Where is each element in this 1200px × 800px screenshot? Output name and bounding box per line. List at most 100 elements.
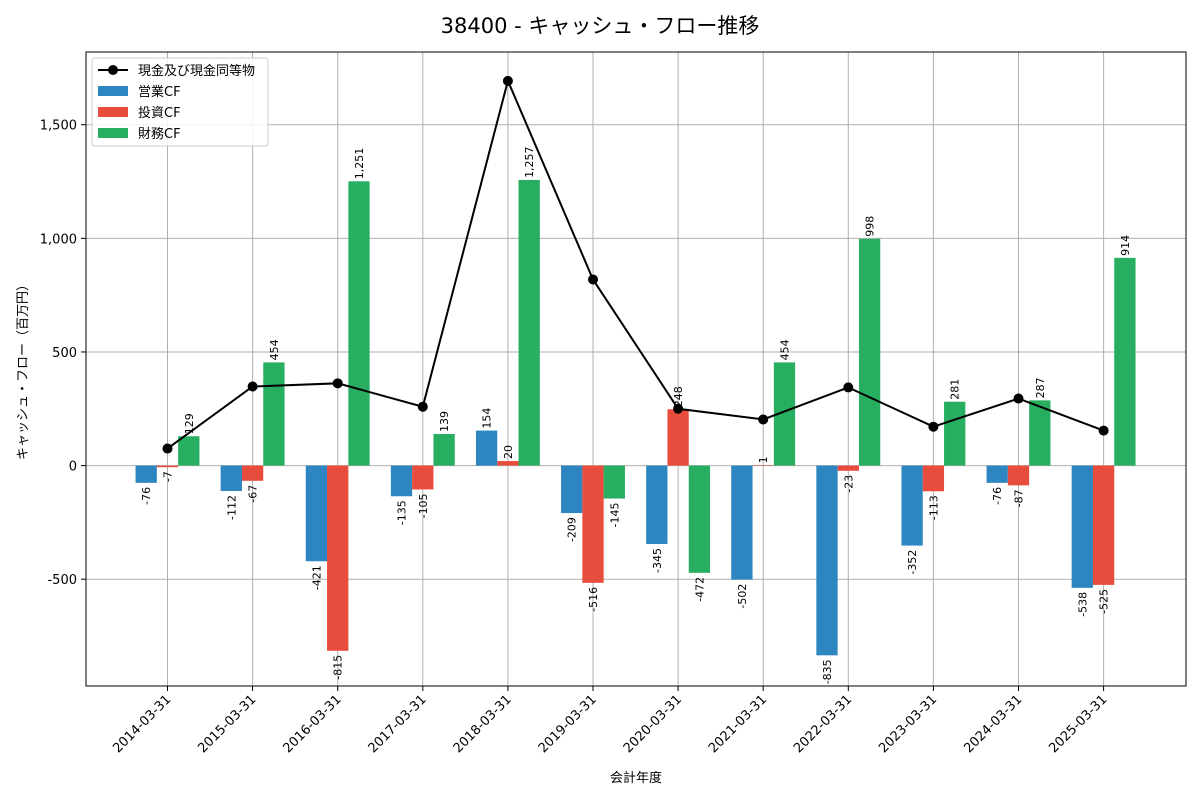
cash-line-point	[588, 274, 598, 285]
x-tick-label: 2025-03-31	[1046, 692, 1110, 756]
data-label: -209	[566, 517, 579, 542]
data-label: -525	[1098, 589, 1111, 614]
bars	[135, 179, 1136, 656]
bar-財務CF	[773, 362, 796, 466]
bar-財務CF	[1029, 400, 1051, 466]
chart-title: 38400 - キャッシュ・フロー推移	[441, 14, 760, 38]
data-label: 998	[864, 216, 877, 237]
x-tick-label: 2017-03-31	[366, 692, 430, 756]
x-axis: 2014-03-31 2015-03-31 2016-03-31 2017-03-31…	[110, 686, 1110, 756]
y-tick-label: 0	[69, 460, 77, 475]
data-label: -538	[1076, 592, 1089, 617]
legend-swatch	[98, 107, 128, 117]
bar-財務CF	[688, 465, 711, 573]
bar-財務CF	[178, 436, 200, 466]
bar-財務CF	[944, 401, 966, 466]
cash-line-point	[758, 414, 769, 425]
x-tick-label: 2020-03-31	[621, 692, 685, 756]
cash-line-point	[1013, 393, 1024, 404]
bar-営業CF	[475, 430, 498, 466]
data-label: -145	[608, 503, 621, 528]
data-label: -76	[991, 487, 1004, 505]
bar-営業CF	[220, 465, 242, 492]
data-label: -815	[332, 655, 345, 680]
data-label: 454	[268, 339, 281, 360]
data-label: -113	[927, 495, 940, 520]
data-label: -516	[587, 587, 600, 612]
cash-line-point	[502, 75, 513, 86]
data-label: -105	[417, 493, 430, 518]
x-tick-label: 2022-03-31	[791, 692, 855, 756]
cash-line-point	[843, 382, 854, 393]
data-label: -76	[140, 487, 153, 505]
bar-投資CF	[837, 465, 859, 471]
y-tick-label: 1,500	[40, 119, 77, 134]
data-label: 1,251	[353, 148, 366, 180]
bar-財務CF	[858, 238, 881, 466]
x-tick-label: 2018-03-31	[451, 692, 515, 756]
data-label: -7	[162, 471, 175, 482]
bar-投資CF	[667, 409, 689, 466]
bar-営業CF	[816, 465, 838, 656]
data-label: -502	[736, 584, 749, 609]
bar-財務CF	[603, 465, 625, 499]
legend-label: 財務CF	[138, 127, 181, 142]
bar-営業CF	[390, 465, 413, 497]
bar-投資CF	[412, 465, 434, 490]
data-label: 129	[183, 413, 196, 434]
bar-営業CF	[1071, 465, 1093, 588]
bar-財務CF	[1114, 257, 1136, 466]
data-label: 281	[949, 379, 962, 400]
x-tick-label: 2014-03-31	[110, 692, 174, 756]
bar-財務CF	[433, 433, 455, 466]
cash-line	[162, 75, 1109, 454]
data-label: 20	[502, 445, 515, 459]
cash-line-path	[166, 77, 1104, 450]
x-tick-label: 2019-03-31	[536, 692, 600, 756]
plot-frame	[85, 51, 1187, 687]
y-tick-label: 1,000	[40, 232, 77, 247]
x-tick-label: 2024-03-31	[961, 692, 1025, 756]
bar-投資CF	[241, 465, 264, 481]
bar-営業CF	[986, 465, 1008, 483]
grid	[86, 52, 1186, 686]
legend-swatch	[98, 86, 128, 96]
bar-営業CF	[305, 465, 328, 562]
data-label: -421	[310, 565, 323, 590]
x-axis-label: 会計年度	[610, 770, 662, 786]
cash-line-point	[417, 401, 428, 412]
data-label: 248	[672, 386, 685, 407]
bar-投資CF	[497, 461, 519, 466]
bar-営業CF	[135, 465, 157, 483]
x-tick-label: 2021-03-31	[706, 692, 770, 756]
bar-投資CF	[1007, 465, 1030, 486]
cash-line-point	[673, 403, 684, 414]
x-tick-label: 2015-03-31	[195, 692, 259, 756]
legend-label: 現金及び現金同等物	[138, 63, 255, 79]
bar-営業CF	[561, 465, 583, 514]
bar-投資CF	[582, 465, 604, 583]
legend-label: 投資CF	[138, 105, 181, 121]
bar-財務CF	[518, 179, 540, 466]
data-label: -67	[247, 485, 260, 503]
cash-line-point	[928, 421, 939, 432]
data-label: -23	[842, 475, 855, 493]
bar-営業CF	[646, 465, 668, 544]
data-label: 454	[779, 339, 792, 360]
bar-営業CF	[731, 465, 753, 580]
cash-line-point	[247, 381, 258, 392]
bar-営業CF	[901, 465, 923, 546]
data-label: -835	[821, 659, 834, 684]
data-label: -112	[225, 495, 238, 520]
data-label: 139	[438, 411, 451, 432]
bar-投資CF	[327, 465, 349, 651]
bar-財務CF	[263, 362, 285, 466]
data-label: 1	[757, 456, 770, 463]
bar-投資CF	[922, 465, 945, 492]
data-label: -472	[693, 577, 706, 602]
cash-line-point	[1098, 425, 1109, 436]
data-label: 914	[1119, 235, 1132, 256]
data-labels: -76 -112 -421 -135 154 -209 -345 -502 -835 -352 -7…	[140, 146, 1132, 684]
